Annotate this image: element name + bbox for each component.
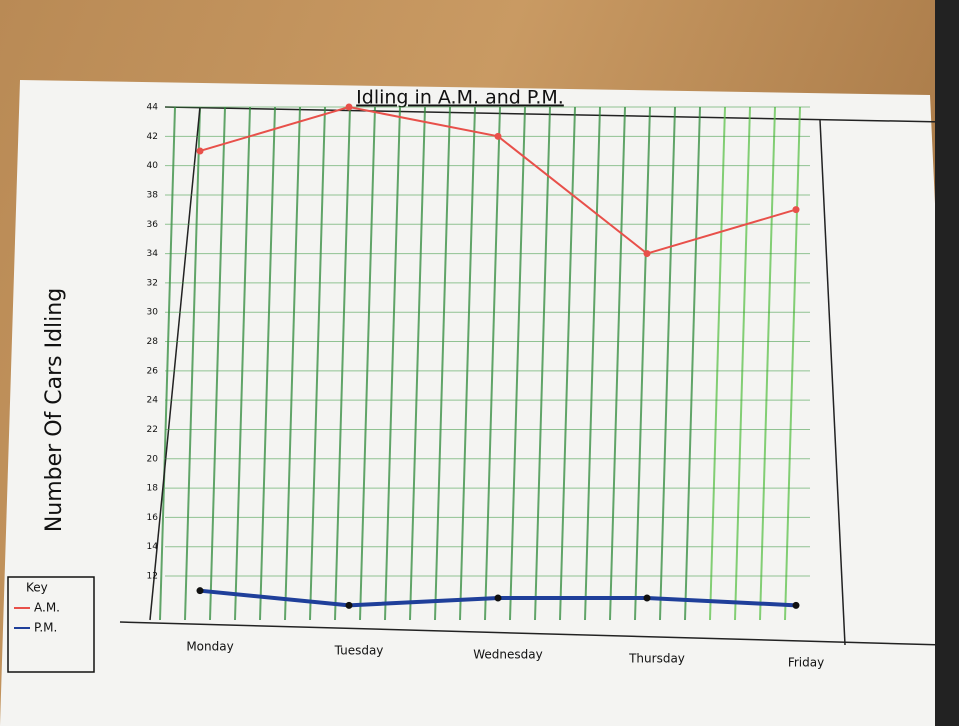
y-tick-label: 26 [147,366,159,376]
legend-label: A.M. [34,601,60,615]
paper-ruling [334,106,351,621]
y-axis [149,106,201,621]
x-tick-label: Thursday [628,652,685,666]
legend-title: Key [26,581,48,595]
paper-ruling [409,106,426,621]
legend-box [7,576,95,673]
x-tick-label: Monday [186,640,233,654]
paper-ruling [459,106,476,621]
y-tick-label: 20 [147,454,159,464]
paper-ruling [659,106,676,621]
paper-ruling [234,106,251,621]
paper-ruling [634,106,651,621]
y-tick-label: 24 [147,396,159,406]
paper-ruling [484,106,501,621]
x-tick-label: Tuesday [334,644,384,658]
y-tick-label: 18 [147,484,159,494]
data-point [792,601,800,609]
paper-ruling [209,106,226,621]
y-tick-label: 28 [147,337,159,347]
data-point [345,103,353,111]
paper-ruling [159,106,176,621]
frame-right [819,119,846,646]
y-tick-label: 30 [147,308,159,318]
data-point [643,594,651,602]
y-tick-label: 14 [147,542,159,552]
y-tick-label: 36 [147,220,159,230]
y-tick-label: 38 [147,190,159,200]
data-point [643,250,651,258]
y-tick-label: 40 [147,161,159,171]
paper-ruling [184,106,201,621]
y-tick-label: 22 [147,425,158,435]
data-point [494,594,502,602]
paper-ruling [259,106,276,621]
paper-ruling [734,106,751,621]
paper-ruling [609,106,626,621]
paper-ruling [559,106,576,621]
frame-top [164,106,946,123]
data-point [196,147,204,155]
paper-ruling [359,106,376,621]
data-point [792,206,800,214]
data-point [345,601,353,609]
data-point [494,132,502,140]
paper-ruling [684,106,701,621]
paper-ruling [784,106,801,621]
y-tick-label: 12 [147,572,158,582]
chart-title: Idling in A.M. and P.M. [356,87,564,109]
paper-ruling [584,106,601,621]
y-tick-label: 34 [147,249,159,259]
paper-ruling [534,106,551,621]
paper-ruling [309,106,326,621]
photo-edge [935,0,959,726]
poster-paper [0,80,959,726]
paper-ruling [509,106,526,621]
paper-ruling [434,106,451,621]
y-tick-label: 32 [147,278,158,288]
data-point [196,587,204,595]
y-tick-label: 42 [147,132,158,142]
paper-ruling [284,106,301,621]
y-axis-label: Number Of Cars Idling [42,288,67,532]
y-tick-label: 44 [147,103,159,113]
legend-label: P.M. [34,621,57,635]
x-tick-label: Friday [788,656,824,670]
frame-bottom [119,621,946,646]
x-tick-label: Wednesday [473,648,542,662]
y-tick-label: 16 [147,513,159,523]
paper-ruling [384,106,401,621]
paper-ruling [709,106,726,621]
paper-ruling [759,106,776,621]
